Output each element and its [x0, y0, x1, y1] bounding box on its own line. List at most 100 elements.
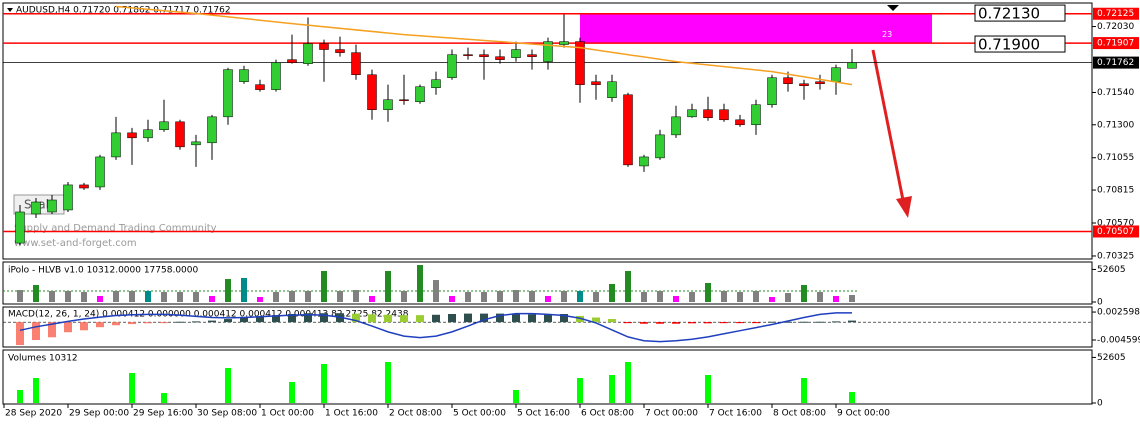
- bar: [593, 291, 599, 302]
- x-tick-label: 5 Oct 00:00: [453, 409, 506, 419]
- y-tick-label: 52605: [1097, 265, 1126, 275]
- bar: [657, 290, 663, 302]
- macd-bar: [160, 322, 168, 324]
- candle-body: [303, 43, 313, 64]
- candle-body: [703, 109, 713, 119]
- price-level-box: [1093, 225, 1139, 238]
- candle-body: [543, 41, 553, 62]
- bar: [193, 291, 199, 302]
- bar: [417, 264, 423, 302]
- bar: [705, 375, 711, 403]
- macd-bar: [688, 322, 696, 324]
- bar: [433, 280, 439, 302]
- x-tick-label: 9 Oct 00:00: [837, 409, 890, 419]
- panel-frames: [2, 2, 1093, 405]
- macd-bar: [640, 322, 648, 324]
- bar: [225, 367, 231, 403]
- y-tick-label: 0.70815: [1097, 186, 1134, 196]
- bar: [337, 290, 343, 302]
- y-tick-label: 0: [1097, 298, 1103, 308]
- bar: [801, 284, 807, 302]
- candle-body: [47, 199, 57, 213]
- macd-bar: [352, 313, 360, 323]
- supply-zone: [580, 13, 932, 44]
- y-tick-label: 0.70570: [1097, 219, 1134, 229]
- macd-bar: [816, 321, 824, 323]
- bar: [449, 295, 455, 302]
- candle-body: [751, 104, 761, 126]
- bar: [577, 290, 583, 302]
- bar: [641, 291, 647, 302]
- panel-title: Volumes 10312: [8, 354, 78, 364]
- candle-body: [415, 86, 425, 103]
- candle-body: [719, 109, 729, 121]
- macd-bar: [240, 317, 248, 323]
- bar: [625, 270, 631, 302]
- bar: [369, 295, 375, 302]
- macd-bar: [512, 313, 520, 323]
- x-tick-label: 29 Sep 00:00: [69, 409, 129, 419]
- bar: [705, 282, 711, 302]
- candle-body: [383, 99, 393, 110]
- x-tick-label: 6 Oct 08:00: [581, 409, 634, 419]
- macd-bar: [464, 313, 472, 323]
- watermark: Supply and Demand Trading Community: [14, 223, 217, 234]
- candle-body: [639, 156, 649, 167]
- macd-bar: [720, 322, 728, 324]
- bar: [529, 290, 535, 302]
- bar: [17, 390, 23, 403]
- bar: [801, 378, 807, 403]
- chart-layer: AUDUSD,H4 0.71720 0.71862 0.71717 0.7176…: [3, 5, 1140, 419]
- macd-bar: [528, 314, 536, 323]
- candle-body: [319, 43, 329, 50]
- bar: [497, 290, 503, 302]
- bar: [33, 378, 39, 403]
- panel-title: iPolo - HLVB v1.0 10312.0000 17758.0000: [8, 266, 199, 276]
- candle-body: [191, 141, 201, 146]
- candle-body: [79, 184, 89, 189]
- macd-bar: [416, 315, 424, 323]
- bar: [689, 291, 695, 302]
- macd-bar: [448, 313, 456, 323]
- candle-body: [399, 99, 409, 101]
- macd-bar: [560, 313, 568, 323]
- bar: [49, 290, 55, 302]
- arrow-head: [896, 196, 912, 218]
- main-panel-frame: [2, 2, 1093, 260]
- candle-body: [575, 41, 585, 85]
- bar: [273, 291, 279, 302]
- macd-bar: [480, 313, 488, 323]
- candle-body: [207, 116, 217, 144]
- macd-bar: [32, 322, 40, 341]
- symbol-menu-arrow[interactable]: [7, 8, 13, 12]
- x-tick-label: 2 Oct 08:00: [389, 409, 442, 419]
- candle-body: [287, 59, 297, 63]
- y-tick-label: 0.71300: [1097, 120, 1134, 130]
- forecast-arrow: [871, 49, 912, 218]
- x-tick-label: 1 Oct 00:00: [261, 409, 314, 419]
- bar: [849, 295, 855, 302]
- candle-body: [831, 67, 841, 82]
- bar: [785, 293, 791, 302]
- macd-bar: [384, 314, 392, 323]
- bar: [545, 295, 551, 302]
- macd-bar: [272, 315, 280, 323]
- candle-body: [175, 121, 185, 148]
- candle-body: [335, 49, 345, 53]
- candle-body: [655, 134, 665, 159]
- y-tick-label: 0.002598: [1097, 308, 1140, 318]
- candle-body: [111, 132, 121, 158]
- bar: [769, 296, 775, 302]
- macd-bar: [656, 322, 664, 324]
- candle-body: [143, 129, 153, 139]
- candle-body: [815, 81, 825, 84]
- candle-body: [847, 62, 857, 69]
- ipolo-panel-frame: [2, 261, 1093, 305]
- y-tick-label: 0.71540: [1097, 88, 1134, 98]
- candle-body: [735, 119, 745, 126]
- candle-body: [495, 56, 505, 60]
- price-level-box: [1093, 56, 1139, 69]
- candle-body: [367, 74, 377, 110]
- bar: [257, 296, 263, 302]
- arrow-shaft: [871, 49, 905, 201]
